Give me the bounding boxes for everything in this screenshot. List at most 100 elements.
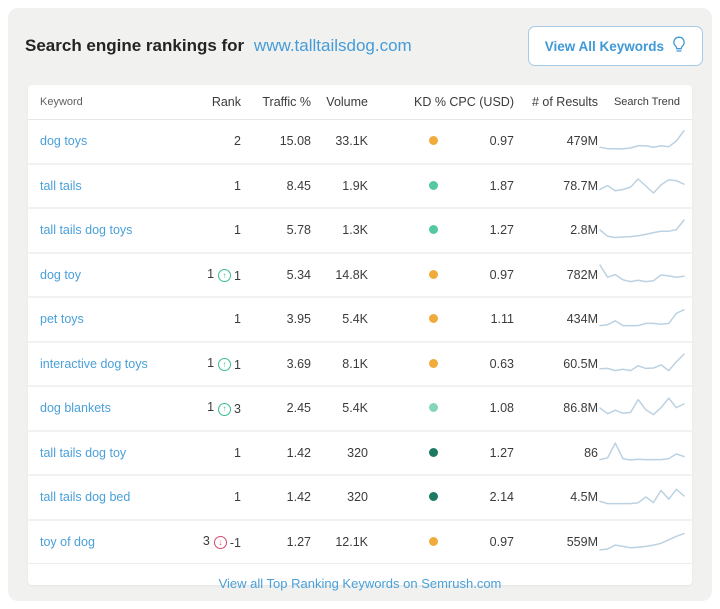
col-rank: Rank	[211, 95, 241, 109]
rank-value: 1	[234, 223, 241, 238]
cpc-value: 0.63	[489, 356, 514, 371]
rank-value: 1 ↑ 3	[207, 400, 241, 417]
cpc-value: 1.08	[489, 401, 514, 416]
traffic-value: 8.45	[286, 178, 311, 193]
results-value: 782M	[566, 267, 598, 282]
search-trend-sparkline	[599, 442, 685, 461]
rankings-widget: Search engine rankings for www.talltails…	[8, 8, 712, 601]
traffic-value: 3.95	[286, 312, 311, 327]
volume-value: 14.8K	[335, 267, 368, 282]
table-row: interactive dog toys 1 ↑ 1 3.69 8.1K 0.63 …	[28, 343, 692, 387]
rank-change-icon: ↑	[218, 269, 232, 283]
widget-header: Search engine rankings for www.talltails…	[8, 8, 712, 82]
kd-dot	[429, 447, 438, 457]
keyword-link[interactable]: interactive dog toys	[40, 356, 148, 371]
table-body: dog toys 2 15.08 33.1K 0.97 479M tall ta…	[28, 120, 692, 564]
search-trend-sparkline	[599, 397, 685, 416]
table-header-row: Keyword Rank Traffic % Volume KD % CPC (…	[28, 85, 692, 120]
traffic-value: 1.27	[286, 534, 311, 549]
table-row: toy of dog 3 ↓ -1 1.27 12.1K 0.97 559M	[28, 521, 692, 564]
results-value: 559M	[566, 534, 598, 549]
results-value: 86	[584, 445, 598, 460]
widget-title: Search engine rankings for	[25, 36, 245, 55]
col-keyword: Keyword	[40, 96, 83, 108]
cpc-value: 1.87	[489, 178, 514, 193]
volume-value: 8.1K	[342, 356, 368, 371]
rank-delta: 1	[234, 357, 241, 372]
search-trend-sparkline	[599, 130, 685, 150]
rank-change-icon: ↑	[218, 358, 232, 372]
results-value: 60.5M	[563, 356, 598, 371]
keyword-link[interactable]: dog toys	[40, 134, 88, 149]
kd-dot	[429, 403, 438, 413]
results-value: 2.8M	[570, 223, 598, 238]
traffic-value: 5.78	[286, 223, 311, 238]
results-value: 4.5M	[570, 490, 598, 505]
traffic-value: 5.34	[286, 267, 311, 282]
rank-value: 2	[234, 134, 241, 149]
cpc-value: 1.27	[489, 445, 514, 460]
results-value: 78.7M	[563, 178, 598, 193]
rank-value: 1	[234, 178, 241, 193]
table-row: dog toy 1 ↑ 1 5.34 14.8K 0.97 782M	[28, 254, 692, 298]
rank-change-icon: ↓	[213, 536, 227, 550]
rank-delta: -1	[229, 535, 241, 550]
cpc-value: 1.11	[490, 312, 514, 327]
search-trend-sparkline	[599, 488, 685, 505]
col-cpc: CPC (USD)	[449, 95, 514, 109]
table-row: dog toys 2 15.08 33.1K 0.97 479M	[28, 120, 692, 165]
kd-dot	[429, 136, 438, 146]
kd-dot	[429, 314, 438, 324]
kd-dot	[429, 358, 438, 368]
kd-dot	[429, 269, 438, 279]
volume-value: 1.3K	[342, 223, 368, 238]
table-row: tall tails dog bed 1 1.42 320 2.14 4.5M	[28, 476, 692, 521]
keyword-link[interactable]: tall tails dog bed	[40, 490, 131, 505]
keyword-link[interactable]: pet toys	[40, 312, 84, 327]
kd-dot	[429, 492, 438, 502]
table-row: tall tails dog toys 1 5.78 1.3K 1.27 2.8…	[28, 209, 692, 254]
col-kd: KD %	[414, 95, 446, 109]
view-all-keywords-button[interactable]: View All Keywords	[527, 26, 703, 66]
table-row: tall tails 1 8.45 1.9K 1.87 78.7M	[28, 165, 692, 209]
search-trend-sparkline	[599, 178, 685, 194]
domain-link[interactable]: www.talltailsdog.com	[253, 36, 412, 55]
search-trend-sparkline	[599, 309, 685, 327]
rank-delta: 1	[234, 268, 241, 283]
traffic-value: 15.08	[279, 134, 311, 149]
rank-delta: 3	[234, 402, 241, 417]
cpc-value: 2.14	[489, 490, 514, 505]
rank-change-icon: ↑	[218, 402, 232, 416]
view-all-top-ranking-link[interactable]: View all Top Ranking Keywords on Semrush…	[218, 576, 502, 591]
kd-dot	[429, 225, 438, 235]
kd-dot	[429, 536, 438, 546]
traffic-value: 2.45	[286, 401, 311, 416]
keyword-link[interactable]: dog blankets	[40, 401, 111, 416]
keywords-table: Keyword Rank Traffic % Volume KD % CPC (…	[28, 85, 692, 591]
keyword-link[interactable]: toy of dog	[40, 534, 95, 549]
traffic-value: 1.42	[286, 445, 311, 460]
table-row: dog blankets 1 ↑ 3 2.45 5.4K 1.08 86.8M	[28, 387, 692, 432]
table-row: pet toys 1 3.95 5.4K 1.11 434M	[28, 298, 692, 343]
results-value: 86.8M	[563, 401, 598, 416]
search-trend-sparkline	[599, 532, 685, 551]
rank-value: 1 ↑ 1	[207, 355, 241, 372]
volume-value: 320	[347, 490, 368, 505]
rank-value: 3 ↓ -1	[202, 533, 241, 550]
table-row: tall tails dog toy 1 1.42 320 1.27 86	[28, 432, 692, 476]
col-traffic: Traffic %	[262, 95, 311, 109]
keyword-link[interactable]: tall tails dog toys	[40, 223, 133, 238]
results-value: 479M	[566, 134, 598, 149]
rank-value: 1 ↑ 1	[207, 266, 241, 283]
keyword-link[interactable]: tall tails	[40, 178, 82, 193]
cpc-value: 0.97	[489, 267, 514, 282]
search-trend-sparkline	[599, 353, 685, 372]
volume-value: 5.4K	[342, 312, 368, 327]
results-value: 434M	[566, 312, 598, 327]
cpc-value: 1.27	[489, 223, 514, 238]
lightbulb-icon	[672, 36, 686, 57]
volume-value: 12.1K	[335, 534, 368, 549]
keyword-link[interactable]: dog toy	[40, 267, 82, 282]
keyword-link[interactable]: tall tails dog toy	[40, 445, 127, 460]
kd-dot	[429, 180, 438, 190]
